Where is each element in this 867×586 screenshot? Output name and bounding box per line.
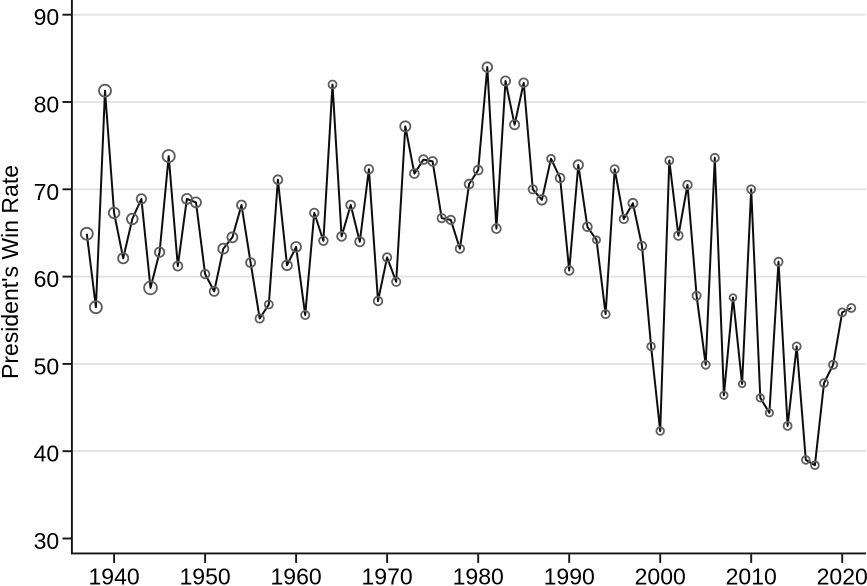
- svg-text:1970: 1970: [362, 564, 413, 586]
- svg-text:2010: 2010: [726, 564, 777, 586]
- svg-text:60: 60: [34, 266, 60, 292]
- svg-text:1990: 1990: [544, 564, 595, 586]
- svg-text:1950: 1950: [180, 564, 231, 586]
- svg-text:80: 80: [34, 92, 60, 118]
- svg-text:2020: 2020: [817, 564, 867, 586]
- svg-text:30: 30: [34, 528, 60, 554]
- svg-text:1940: 1940: [89, 564, 140, 586]
- svg-text:2000: 2000: [635, 564, 686, 586]
- svg-text:70: 70: [34, 179, 60, 205]
- svg-text:90: 90: [34, 4, 60, 30]
- svg-text:40: 40: [34, 441, 60, 467]
- svg-text:1980: 1980: [453, 564, 504, 586]
- svg-text:1960: 1960: [271, 564, 322, 586]
- svg-text:50: 50: [34, 353, 60, 379]
- svg-text:President's Win Rate: President's Win Rate: [0, 165, 23, 379]
